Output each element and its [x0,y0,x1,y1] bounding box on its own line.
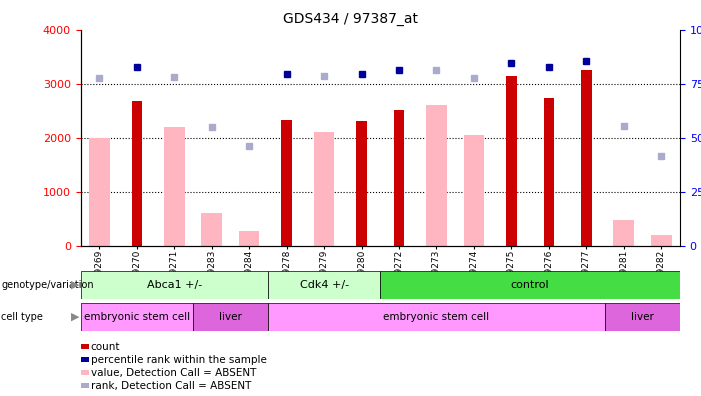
Text: Cdk4 +/-: Cdk4 +/- [299,280,348,290]
Bar [201,213,222,246]
Bar [394,110,404,246]
Bar [268,271,381,299]
Text: cell type: cell type [1,312,43,322]
Text: liver: liver [219,312,242,322]
Bar [651,235,672,246]
Bar [314,132,334,246]
Text: liver: liver [631,312,654,322]
Bar [381,271,680,299]
Text: count: count [90,341,120,352]
Bar [543,98,554,246]
Bar [426,105,447,246]
Bar [193,303,268,331]
Text: control: control [511,280,550,290]
Bar [268,303,605,331]
Text: Abca1 +/-: Abca1 +/- [147,280,202,290]
Bar [463,135,484,246]
Bar [239,231,259,246]
Text: rank, Detection Call = ABSENT: rank, Detection Call = ABSENT [90,381,251,391]
Bar [281,120,292,246]
Text: percentile rank within the sample: percentile rank within the sample [90,354,266,365]
Bar [164,128,184,246]
Bar [81,303,193,331]
Text: value, Detection Call = ABSENT: value, Detection Call = ABSENT [90,367,256,378]
Bar [605,303,680,331]
Text: GDS434 / 97387_at: GDS434 / 97387_at [283,12,418,26]
Bar [356,122,367,246]
Bar [81,271,268,299]
Bar [581,70,592,246]
Text: embryonic stem cell: embryonic stem cell [383,312,489,322]
Text: ▶: ▶ [72,280,80,290]
Bar [89,137,109,246]
Text: embryonic stem cell: embryonic stem cell [83,312,190,322]
Bar [613,220,634,246]
Bar [506,76,517,246]
Text: genotype/variation: genotype/variation [1,280,94,290]
Bar [132,101,142,246]
Text: ▶: ▶ [72,312,80,322]
